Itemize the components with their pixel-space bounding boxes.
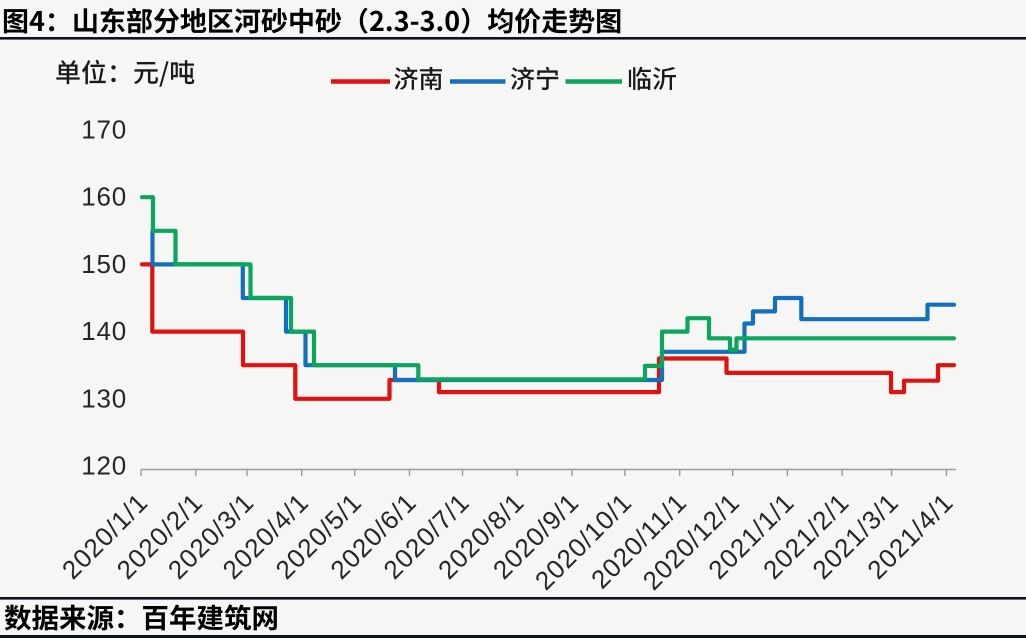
svg-text:130: 130 [81, 383, 127, 413]
svg-text:170: 170 [81, 115, 127, 145]
svg-text:150: 150 [81, 249, 127, 279]
svg-text:160: 160 [81, 182, 127, 212]
svg-text:140: 140 [81, 316, 127, 346]
svg-text:120: 120 [81, 451, 127, 481]
